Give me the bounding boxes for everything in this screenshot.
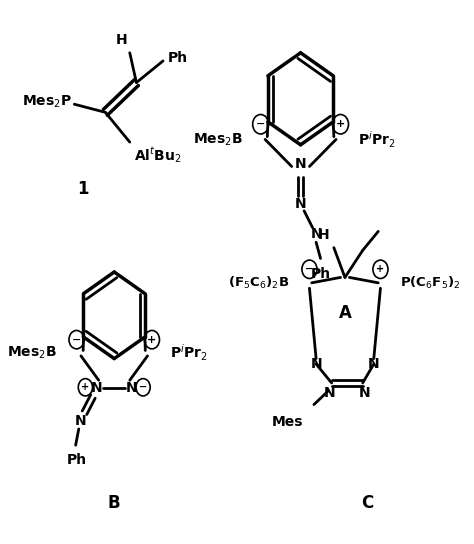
Text: (F$_5$C$_6$)$_2$B: (F$_5$C$_6$)$_2$B: [228, 275, 290, 291]
Text: P(C$_6$F$_5$)$_2$: P(C$_6$F$_5$)$_2$: [401, 275, 461, 291]
Text: +: +: [82, 382, 90, 392]
Text: Mes$_2$P: Mes$_2$P: [22, 94, 72, 110]
Text: 1: 1: [77, 180, 89, 198]
Text: N: N: [295, 197, 306, 212]
Text: A: A: [338, 305, 351, 323]
Text: C: C: [361, 494, 373, 512]
Text: N: N: [75, 414, 87, 428]
Text: P$^i$Pr$_2$: P$^i$Pr$_2$: [170, 343, 208, 363]
Text: −: −: [305, 264, 313, 274]
Text: N: N: [310, 357, 322, 371]
Text: +: +: [336, 119, 345, 129]
Text: Ph: Ph: [66, 453, 87, 467]
Text: Ph: Ph: [167, 51, 188, 65]
Text: N: N: [295, 157, 306, 171]
Text: +: +: [147, 335, 156, 345]
Text: H: H: [116, 33, 128, 47]
Text: Mes$_2$B: Mes$_2$B: [7, 345, 56, 361]
Text: P$^i$Pr$_2$: P$^i$Pr$_2$: [358, 129, 396, 150]
Text: N: N: [126, 381, 138, 395]
Text: −: −: [72, 335, 81, 345]
Text: H: H: [318, 228, 329, 242]
Text: −: −: [139, 382, 147, 392]
Text: N: N: [324, 386, 335, 400]
Text: N: N: [359, 386, 371, 400]
Text: N: N: [368, 357, 380, 371]
Text: Al$^t$Bu$_2$: Al$^t$Bu$_2$: [134, 145, 182, 165]
Text: B: B: [108, 494, 120, 512]
Text: N: N: [91, 381, 102, 395]
Text: Ph: Ph: [310, 267, 330, 281]
Text: Mes$_2$B: Mes$_2$B: [193, 131, 243, 147]
Text: N: N: [311, 227, 323, 241]
Text: +: +: [376, 264, 384, 274]
Text: Mes: Mes: [271, 416, 303, 429]
Text: −: −: [256, 119, 265, 129]
